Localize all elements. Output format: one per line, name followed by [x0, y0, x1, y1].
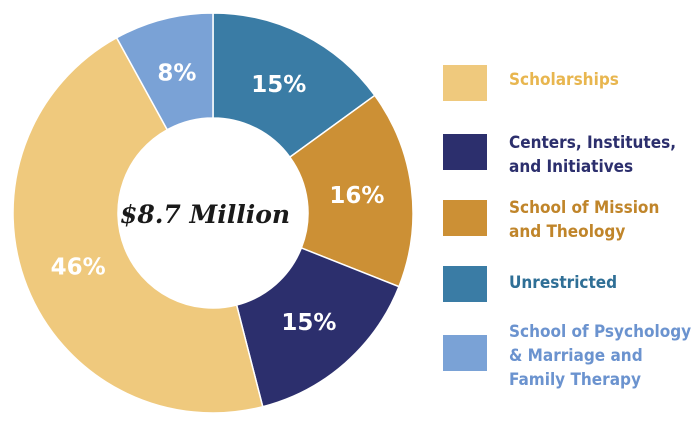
legend-label-line: Scholarships: [509, 70, 619, 90]
donut-slices: [12, 12, 414, 414]
legend-label-line: Unrestricted: [509, 273, 618, 293]
slice-percent-label: 46%: [51, 254, 106, 280]
slice-percent-label: 15%: [251, 72, 306, 98]
slice-percent-label: 15%: [281, 310, 336, 336]
legend-label-line: Centers, Institutes,: [509, 133, 677, 153]
legend-swatch: [443, 134, 487, 170]
donut-chart: 15% 16% 15% 46% 8% $8.7 Million: [12, 12, 414, 414]
legend-item-centers: Centers, Institutes, and Initiatives: [443, 131, 697, 179]
legend-label: Unrestricted: [509, 271, 697, 295]
slice-percent-label: 8%: [157, 61, 196, 87]
legend-swatch: [443, 65, 487, 101]
legend-label-line: Family Therapy: [509, 370, 641, 390]
legend: Scholarships Centers, Institutes, and In…: [443, 0, 700, 428]
legend-label-line: & Marriage and: [509, 346, 643, 366]
legend-label-line: School of Psychology: [509, 322, 692, 342]
donut-hole: [118, 118, 308, 308]
legend-label-line: School of Mission: [509, 198, 660, 218]
legend-label: School of Psychology & Marriage and Fami…: [509, 320, 697, 392]
legend-label: Centers, Institutes, and Initiatives: [509, 131, 697, 179]
legend-label: Scholarships: [509, 68, 697, 92]
legend-item-psychology: School of Psychology & Marriage and Fami…: [443, 322, 697, 392]
legend-item-scholarships: Scholarships: [443, 65, 697, 101]
slice-percent-label: 16%: [329, 183, 384, 209]
legend-swatch: [443, 266, 487, 302]
slice-1: [288, 94, 414, 288]
legend-item-mission-theology: School of Mission and Theology: [443, 198, 697, 244]
legend-swatch: [443, 200, 487, 236]
legend-label-line: and Initiatives: [509, 157, 634, 177]
legend-swatch: [443, 335, 487, 371]
legend-label-line: and Theology: [509, 222, 626, 242]
legend-item-unrestricted: Unrestricted: [443, 266, 697, 302]
legend-label: School of Mission and Theology: [509, 196, 697, 244]
center-total-label: $8.7 Million: [120, 200, 290, 229]
percent-labels: 15% 16% 15% 46% 8%: [51, 61, 385, 336]
